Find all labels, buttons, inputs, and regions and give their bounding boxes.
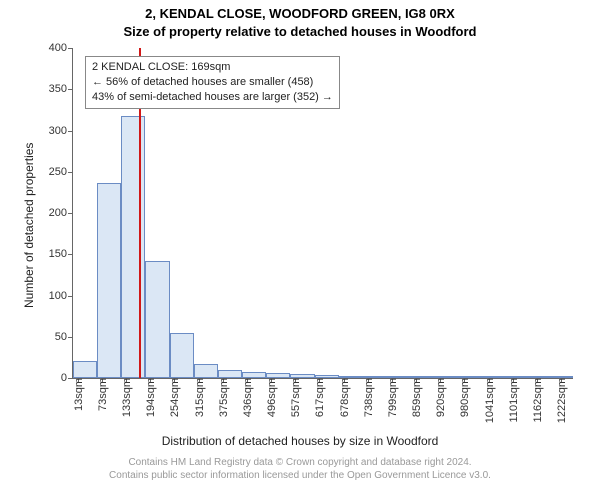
histogram-bar — [170, 333, 194, 378]
histogram-bar — [315, 375, 339, 378]
x-tick-label: 436sqm — [240, 378, 254, 417]
page-title-line2: Size of property relative to detached ho… — [0, 24, 600, 39]
x-tick-label: 315sqm — [192, 378, 206, 417]
x-tick-label: 496sqm — [264, 378, 278, 417]
x-tick-label: 920sqm — [433, 378, 447, 417]
annotation-line: 2 KENDAL CLOSE: 169sqm — [92, 60, 333, 75]
histogram-bar — [532, 376, 556, 378]
histogram-bar — [218, 370, 242, 378]
footer-line: Contains HM Land Registry data © Crown c… — [0, 456, 600, 469]
y-tick-label: 350 — [49, 83, 73, 95]
histogram-bar — [145, 261, 169, 378]
x-tick-label: 194sqm — [143, 378, 157, 417]
histogram-bar — [460, 376, 484, 378]
x-tick-label: 13sqm — [71, 378, 85, 411]
annotation-box: 2 KENDAL CLOSE: 169sqm ← 56% of detached… — [85, 56, 340, 109]
histogram-bar — [387, 376, 411, 378]
y-tick-label: 200 — [49, 207, 73, 219]
x-tick-label: 1222sqm — [554, 378, 568, 423]
annotation-line: 43% of semi-detached houses are larger (… — [92, 90, 333, 105]
histogram-bar — [97, 183, 121, 378]
histogram-bar — [242, 372, 266, 378]
footer-line: Contains public sector information licen… — [0, 469, 600, 482]
y-tick-label: 400 — [49, 42, 73, 54]
histogram-bar — [73, 361, 97, 378]
annotation-line: ← 56% of detached houses are smaller (45… — [92, 75, 333, 90]
x-tick-label: 133sqm — [119, 378, 133, 417]
x-tick-label: 375sqm — [216, 378, 230, 417]
histogram-bar — [339, 376, 363, 378]
page-title-line1: 2, KENDAL CLOSE, WOODFORD GREEN, IG8 0RX — [0, 6, 600, 21]
histogram-bar — [508, 376, 532, 378]
x-tick-label: 799sqm — [385, 378, 399, 417]
x-tick-label: 738sqm — [361, 378, 375, 417]
x-tick-label: 1041sqm — [482, 378, 496, 423]
y-axis-label: Number of detached properties — [22, 143, 36, 308]
y-tick-label: 50 — [55, 331, 73, 343]
histogram-bar — [363, 376, 387, 378]
x-tick-label: 617sqm — [312, 378, 326, 417]
x-tick-label: 1101sqm — [506, 378, 520, 422]
histogram-bar — [411, 376, 435, 378]
x-tick-label: 73sqm — [95, 378, 109, 411]
histogram-bar — [556, 376, 573, 378]
x-tick-label: 254sqm — [167, 378, 181, 417]
histogram-bar — [435, 376, 459, 378]
y-tick-label: 150 — [49, 248, 73, 260]
x-tick-label: 557sqm — [288, 378, 302, 417]
y-tick-label: 100 — [49, 290, 73, 302]
y-tick-label: 300 — [49, 125, 73, 137]
histogram-bar — [194, 364, 218, 378]
histogram-bar — [290, 374, 314, 378]
x-tick-label: 859sqm — [409, 378, 423, 417]
histogram-bar — [484, 376, 508, 378]
histogram-bar — [266, 373, 290, 378]
x-tick-label: 678sqm — [337, 378, 351, 417]
histogram-bar — [121, 116, 145, 378]
y-tick-label: 250 — [49, 166, 73, 178]
x-tick-label: 1162sqm — [530, 378, 544, 422]
x-axis-label: Distribution of detached houses by size … — [0, 434, 600, 448]
x-tick-label: 980sqm — [457, 378, 471, 417]
footer-attribution: Contains HM Land Registry data © Crown c… — [0, 456, 600, 482]
